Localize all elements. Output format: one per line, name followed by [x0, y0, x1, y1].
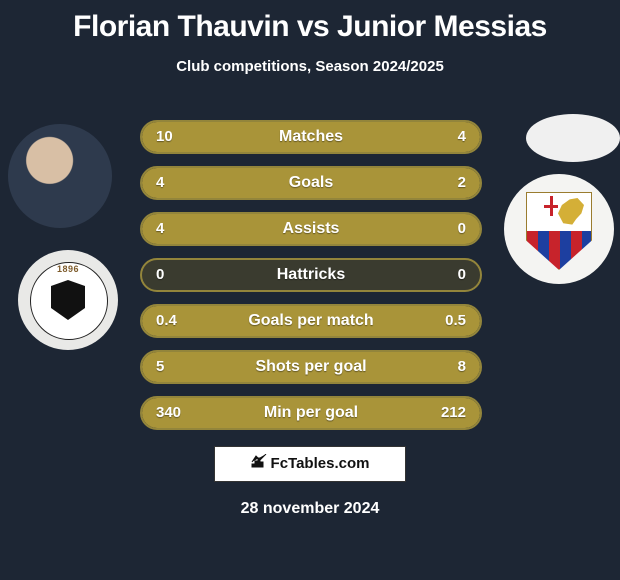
stat-row: 42Goals — [140, 166, 482, 200]
stat-label: Hattricks — [142, 260, 480, 290]
stat-row: 0.40.5Goals per match — [140, 304, 482, 338]
stat-row: 40Assists — [140, 212, 482, 246]
stat-label: Goals per match — [142, 306, 480, 336]
stat-row: 104Matches — [140, 120, 482, 154]
stat-label: Min per goal — [142, 398, 480, 428]
page-subtitle: Club competitions, Season 2024/2025 — [0, 58, 620, 75]
club-crest-right — [504, 174, 614, 284]
site-logo-text: FcTables.com — [271, 455, 370, 472]
stat-row: 340212Min per goal — [140, 396, 482, 430]
stat-label: Goals — [142, 168, 480, 198]
player-left-avatar — [8, 124, 112, 228]
stat-row: 58Shots per goal — [140, 350, 482, 384]
stats-bars-container: 104Matches 42Goals 40Assists 00Hattricks 0.4… — [140, 120, 482, 442]
stat-label: Assists — [142, 214, 480, 244]
stat-label: Shots per goal — [142, 352, 480, 382]
crest-year: 1896 — [30, 264, 106, 280]
site-logo: FcTables.com — [214, 446, 406, 482]
page-title: Florian Thauvin vs Junior Messias — [0, 0, 620, 44]
stat-row: 00Hattricks — [140, 258, 482, 292]
chart-icon — [251, 447, 267, 481]
player-right-avatar — [526, 114, 620, 162]
stat-label: Matches — [142, 122, 480, 152]
club-crest-left: 1896 — [18, 250, 118, 350]
infographic-date: 28 november 2024 — [0, 500, 620, 518]
